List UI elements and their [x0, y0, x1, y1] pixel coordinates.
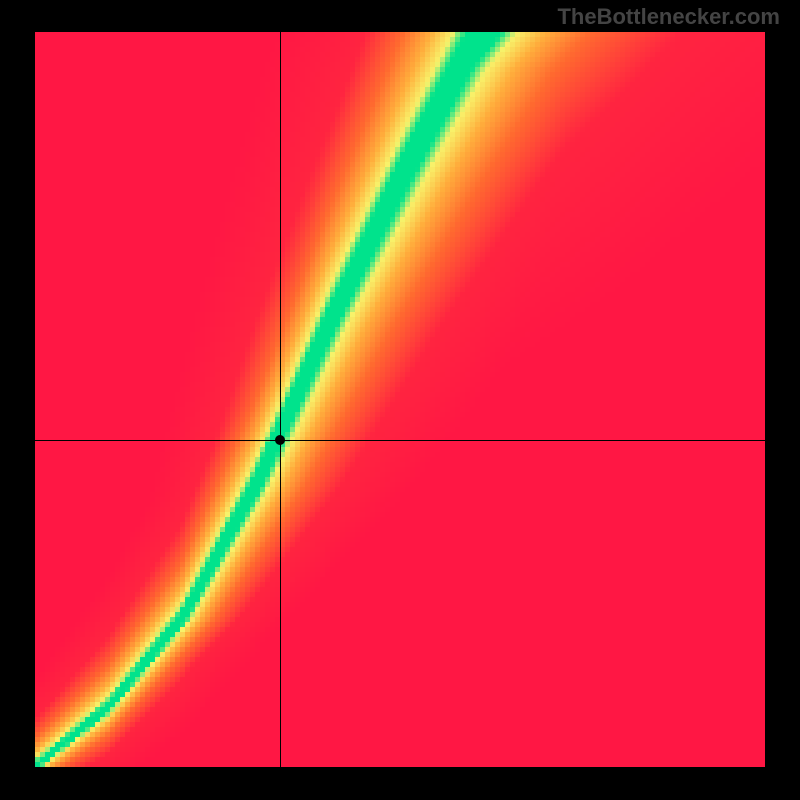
crosshair-horizontal — [35, 440, 765, 441]
heatmap-plot-area — [35, 32, 765, 767]
watermark-text: TheBottlenecker.com — [557, 4, 780, 30]
crosshair-vertical — [280, 32, 281, 767]
selection-marker — [275, 435, 285, 445]
heatmap-canvas — [35, 32, 765, 767]
